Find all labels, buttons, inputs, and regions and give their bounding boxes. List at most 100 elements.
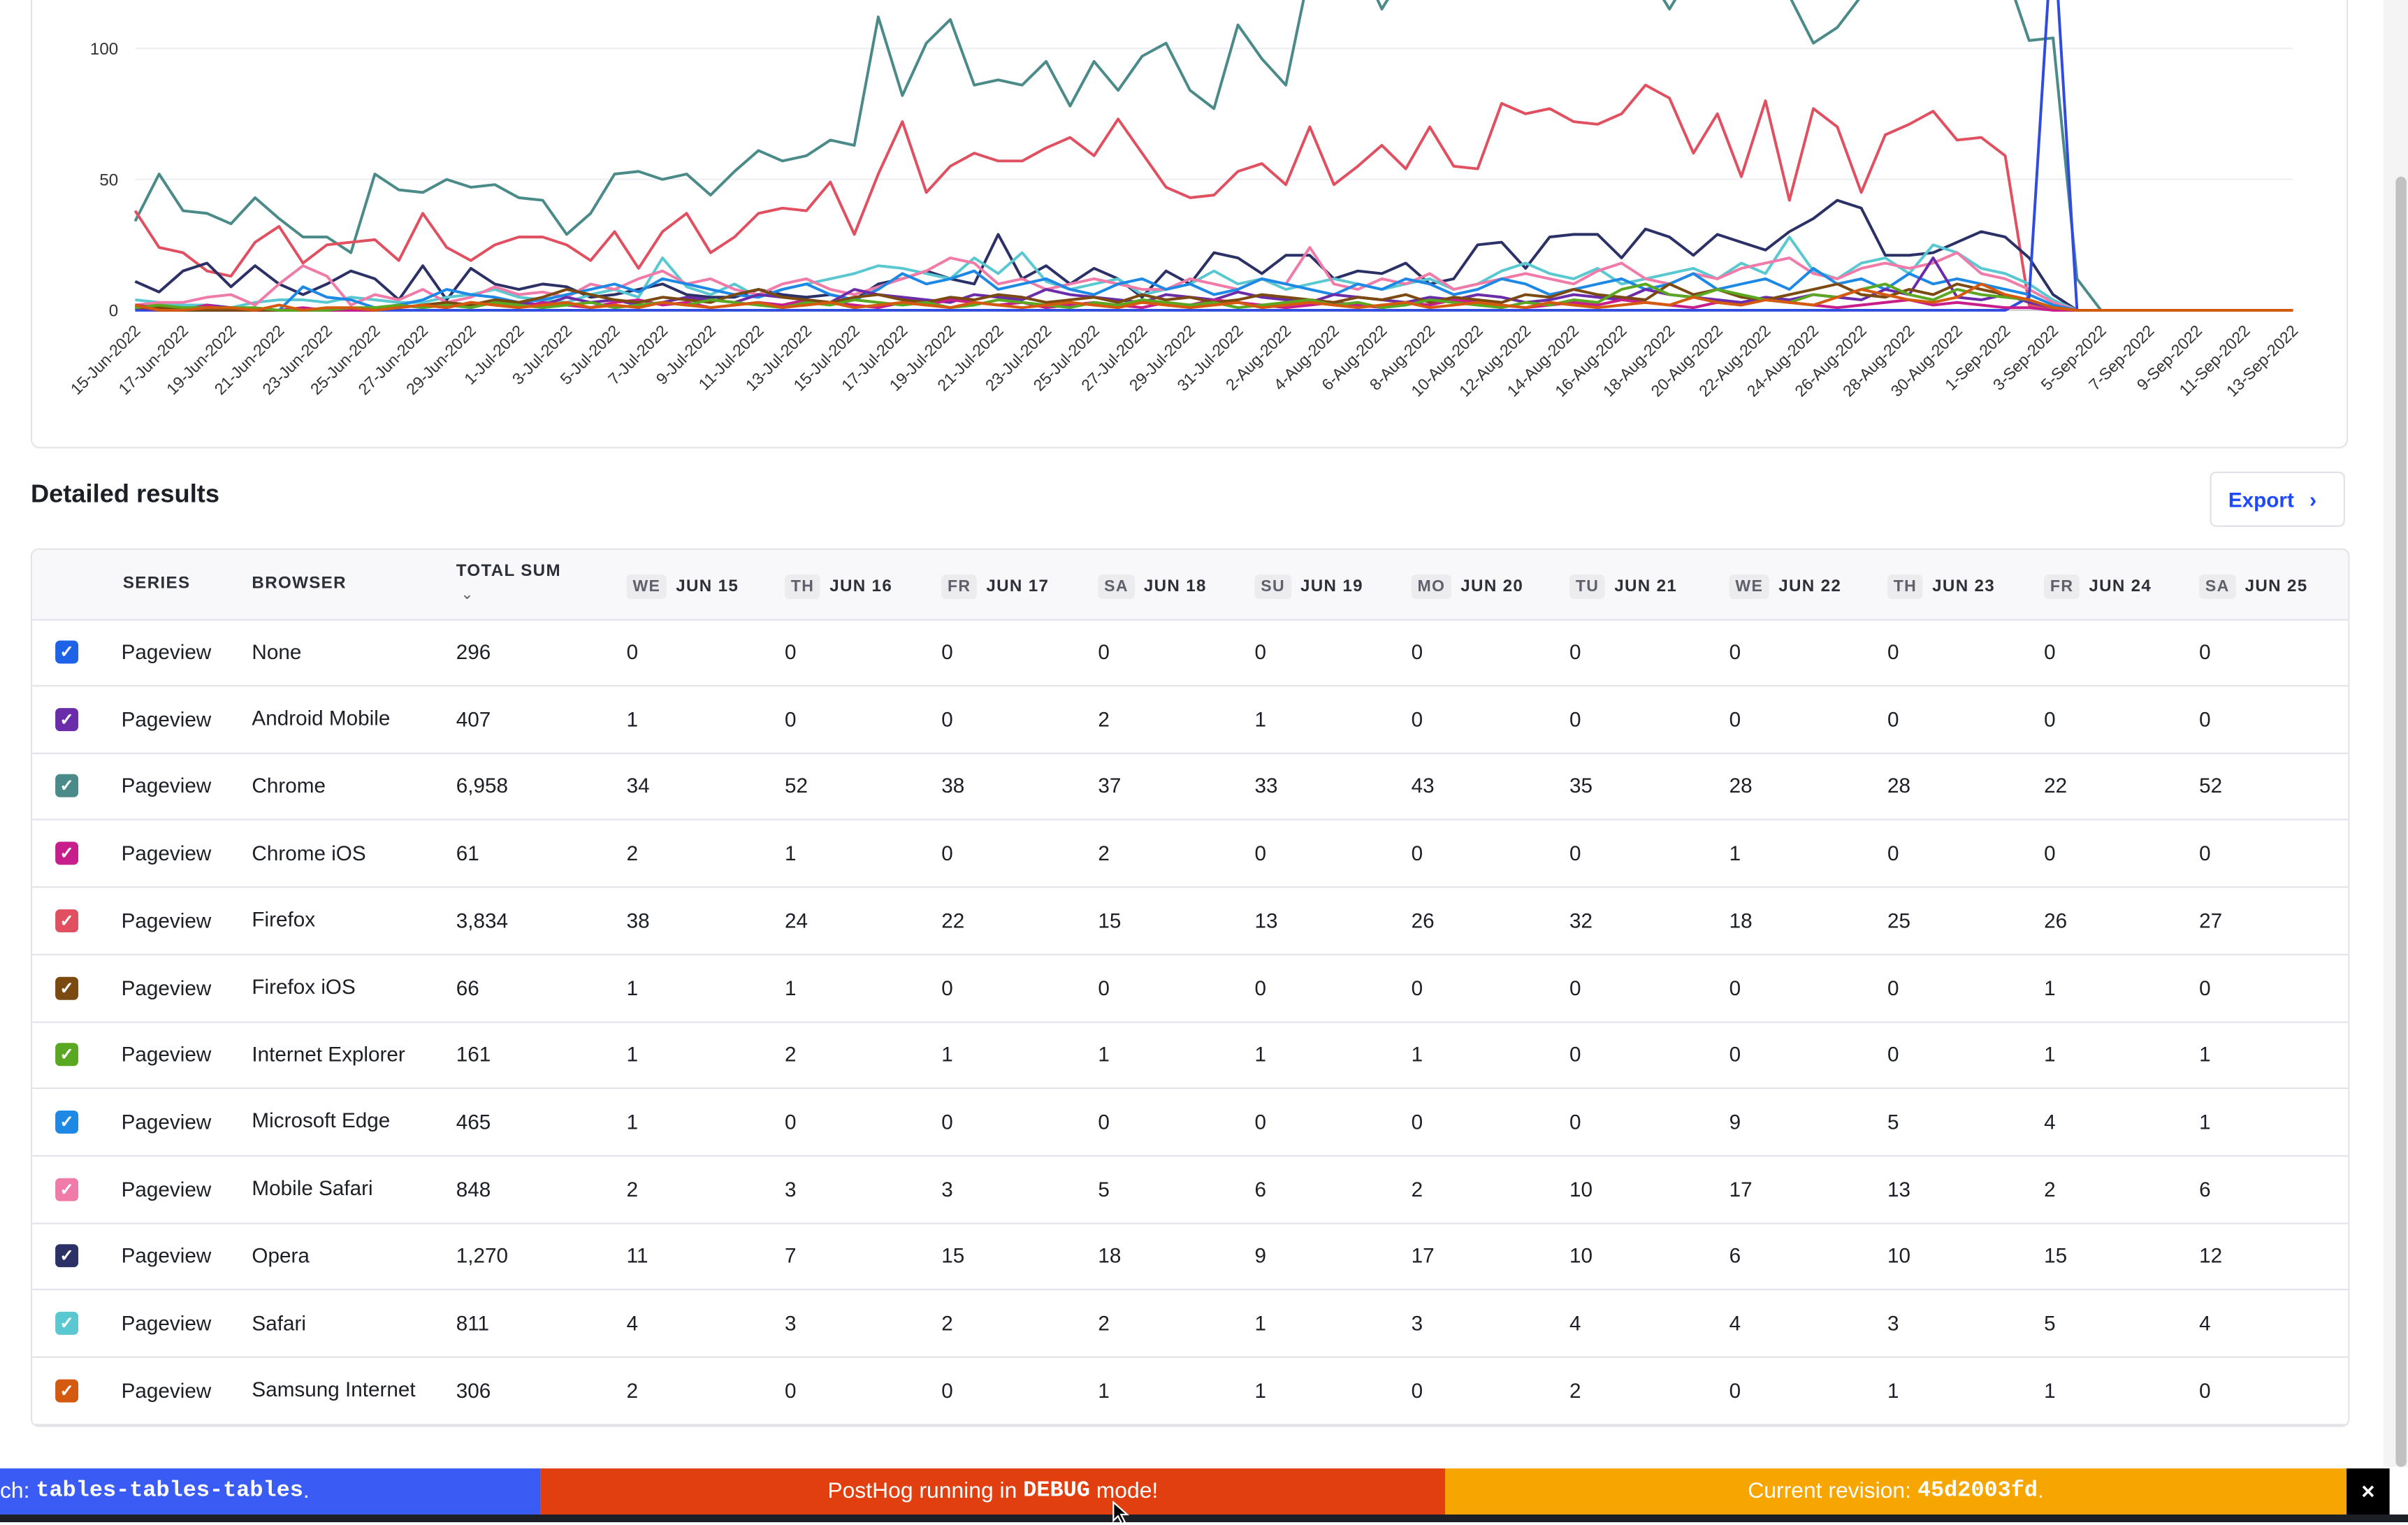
day-value-cell-text: 0 [1411, 1378, 1423, 1402]
day-value-cell-text: 0 [1887, 640, 1899, 664]
series-cell: Pageview [122, 686, 212, 753]
export-button[interactable]: Export › [2210, 471, 2345, 527]
y-axis: 100 50 0 [90, 40, 118, 321]
day-value-cell: 10 [1569, 1156, 1593, 1222]
column-header-browser[interactable]: BROWSER [252, 574, 347, 593]
series-cell-text: Pageview [121, 774, 212, 798]
day-value-cell: 1 [941, 1022, 953, 1088]
series-checkbox[interactable]: ✓ [55, 1043, 79, 1067]
column-header-day[interactable]: WE JUN 15 [626, 574, 739, 600]
day-value-cell-text: 3 [1887, 1311, 1899, 1335]
day-value-cell: 0 [2199, 686, 2211, 753]
day-value-cell-text: 0 [1729, 1043, 1741, 1067]
series-line[interactable] [134, 198, 2293, 312]
series-line[interactable] [133, 83, 2293, 312]
column-header-series[interactable]: SERIES [122, 574, 191, 593]
day-value-cell: 4 [627, 1290, 639, 1357]
scrollbar-thumb[interactable] [2395, 176, 2407, 1467]
day-value-cell-text: 0 [785, 1110, 797, 1134]
browser-cell-text: Firefox iOS [252, 975, 356, 999]
day-value-cell: 0 [1887, 686, 1899, 753]
column-header-day[interactable]: TH JUN 16 [785, 574, 892, 600]
column-header-day[interactable]: SA JUN 25 [2199, 574, 2307, 600]
series-checkbox[interactable]: ✓ [55, 1244, 79, 1268]
day-value-cell: 22 [941, 888, 964, 954]
day-value-cell: 34 [627, 753, 650, 820]
day-value-cell-text: 2 [2044, 1177, 2056, 1201]
column-date-label: JUN 19 [1300, 577, 1363, 596]
series-line[interactable] [134, 282, 2293, 312]
column-header-day[interactable]: TH JUN 23 [1887, 574, 1995, 600]
day-value-cell-text: 6 [1729, 1244, 1741, 1268]
column-date-label: JUN 21 [1614, 577, 1678, 596]
day-value-cell-text: 15 [1098, 909, 1122, 932]
column-header-day[interactable]: FR JUN 24 [2044, 574, 2152, 600]
day-value-cell-text: 17 [1729, 1177, 1753, 1201]
total-sum-cell: 66 [456, 955, 479, 1021]
day-value-cell-text: 1 [785, 976, 797, 999]
series-checkbox[interactable]: ✓ [55, 707, 79, 731]
column-header-total-sum[interactable]: TOTAL SUM [456, 562, 561, 581]
series-checkbox[interactable]: ✓ [55, 640, 79, 664]
day-value-cell: 0 [1412, 1357, 1423, 1424]
day-value-cell: 15 [941, 1223, 964, 1289]
chevron-down-icon[interactable]: ⌄ [460, 586, 474, 604]
day-value-cell: 43 [1412, 753, 1435, 820]
series-checkbox[interactable]: ✓ [55, 1110, 79, 1134]
series-cell-text: Pageview [121, 909, 212, 932]
day-value-cell-text: 0 [1729, 707, 1741, 731]
browser-cell: Firefox iOS [252, 955, 421, 1021]
series-line[interactable] [135, 0, 2293, 312]
series-line[interactable] [135, 246, 2293, 312]
column-header-day[interactable]: WE JUN 22 [1729, 574, 1842, 600]
series-checkbox[interactable]: ✓ [55, 976, 79, 999]
series-cell: Pageview [122, 955, 212, 1021]
day-value-cell: 0 [1729, 619, 1741, 686]
day-value-cell-text: 0 [785, 1378, 797, 1402]
series-line[interactable] [135, 282, 2293, 312]
series-checkbox[interactable]: ✓ [55, 841, 79, 865]
day-value-cell-text: 34 [626, 774, 650, 798]
y-tick-label: 50 [99, 171, 118, 189]
day-value-cell: 4 [2044, 1089, 2056, 1155]
day-value-cell-text: 0 [2044, 707, 2056, 731]
series-checkbox[interactable]: ✓ [55, 1311, 79, 1335]
day-value-cell: 1 [1255, 1022, 1267, 1088]
day-value-cell-text: 35 [1569, 774, 1593, 798]
revision-banner: Current revision: 45d2003fd. [1445, 1468, 2347, 1515]
series-checkbox[interactable]: ✓ [55, 909, 79, 932]
column-header-day[interactable]: TU JUN 21 [1569, 574, 1678, 600]
day-value-cell-text: 0 [1569, 1110, 1581, 1134]
day-value-cell-text: 1 [626, 707, 639, 731]
series-line[interactable] [133, 0, 2293, 312]
day-value-cell: 1 [627, 1089, 639, 1155]
series-cell-text: Pageview [121, 1177, 212, 1201]
series-checkbox[interactable]: ✓ [55, 1177, 79, 1201]
column-header-day[interactable]: SA JUN 18 [1098, 574, 1206, 600]
column-header-day[interactable]: MO JUN 20 [1411, 574, 1524, 600]
total-sum-cell: 1,270 [456, 1223, 508, 1289]
branch-suffix: . [303, 1479, 310, 1504]
series-checkbox[interactable]: ✓ [55, 774, 79, 798]
trend-chart-card: 100 50 0 15-Jun-2022 17-Jun-2022 19-Jun-2022… [30, 0, 2349, 449]
day-value-cell: 2 [1098, 1290, 1110, 1357]
total-sum-cell-text: 61 [456, 841, 479, 865]
day-value-cell-text: 1 [1098, 1378, 1110, 1402]
day-value-cell-text: 3 [785, 1177, 797, 1201]
debug-prefix: PostHog running in [827, 1479, 1024, 1504]
series-line[interactable] [135, 236, 2293, 312]
series-line[interactable] [135, 266, 2293, 312]
total-sum-cell-text: 811 [456, 1311, 490, 1335]
column-header-day[interactable]: SU JUN 19 [1254, 574, 1363, 600]
series-cell-text: Pageview [121, 841, 212, 865]
close-icon[interactable]: × [2347, 1468, 2390, 1515]
day-value-cell-text: 0 [1411, 640, 1423, 664]
day-value-cell: 0 [1569, 686, 1581, 753]
day-value-cell: 1 [1412, 1022, 1423, 1088]
series-checkbox[interactable]: ✓ [55, 1378, 79, 1402]
day-value-cell-text: 5 [1098, 1177, 1110, 1201]
column-header-day[interactable]: FR JUN 17 [941, 574, 1049, 600]
day-value-cell-text: 1 [1098, 1043, 1110, 1067]
day-value-cell-text: 0 [2044, 640, 2056, 664]
day-value-cell: 0 [627, 619, 639, 686]
